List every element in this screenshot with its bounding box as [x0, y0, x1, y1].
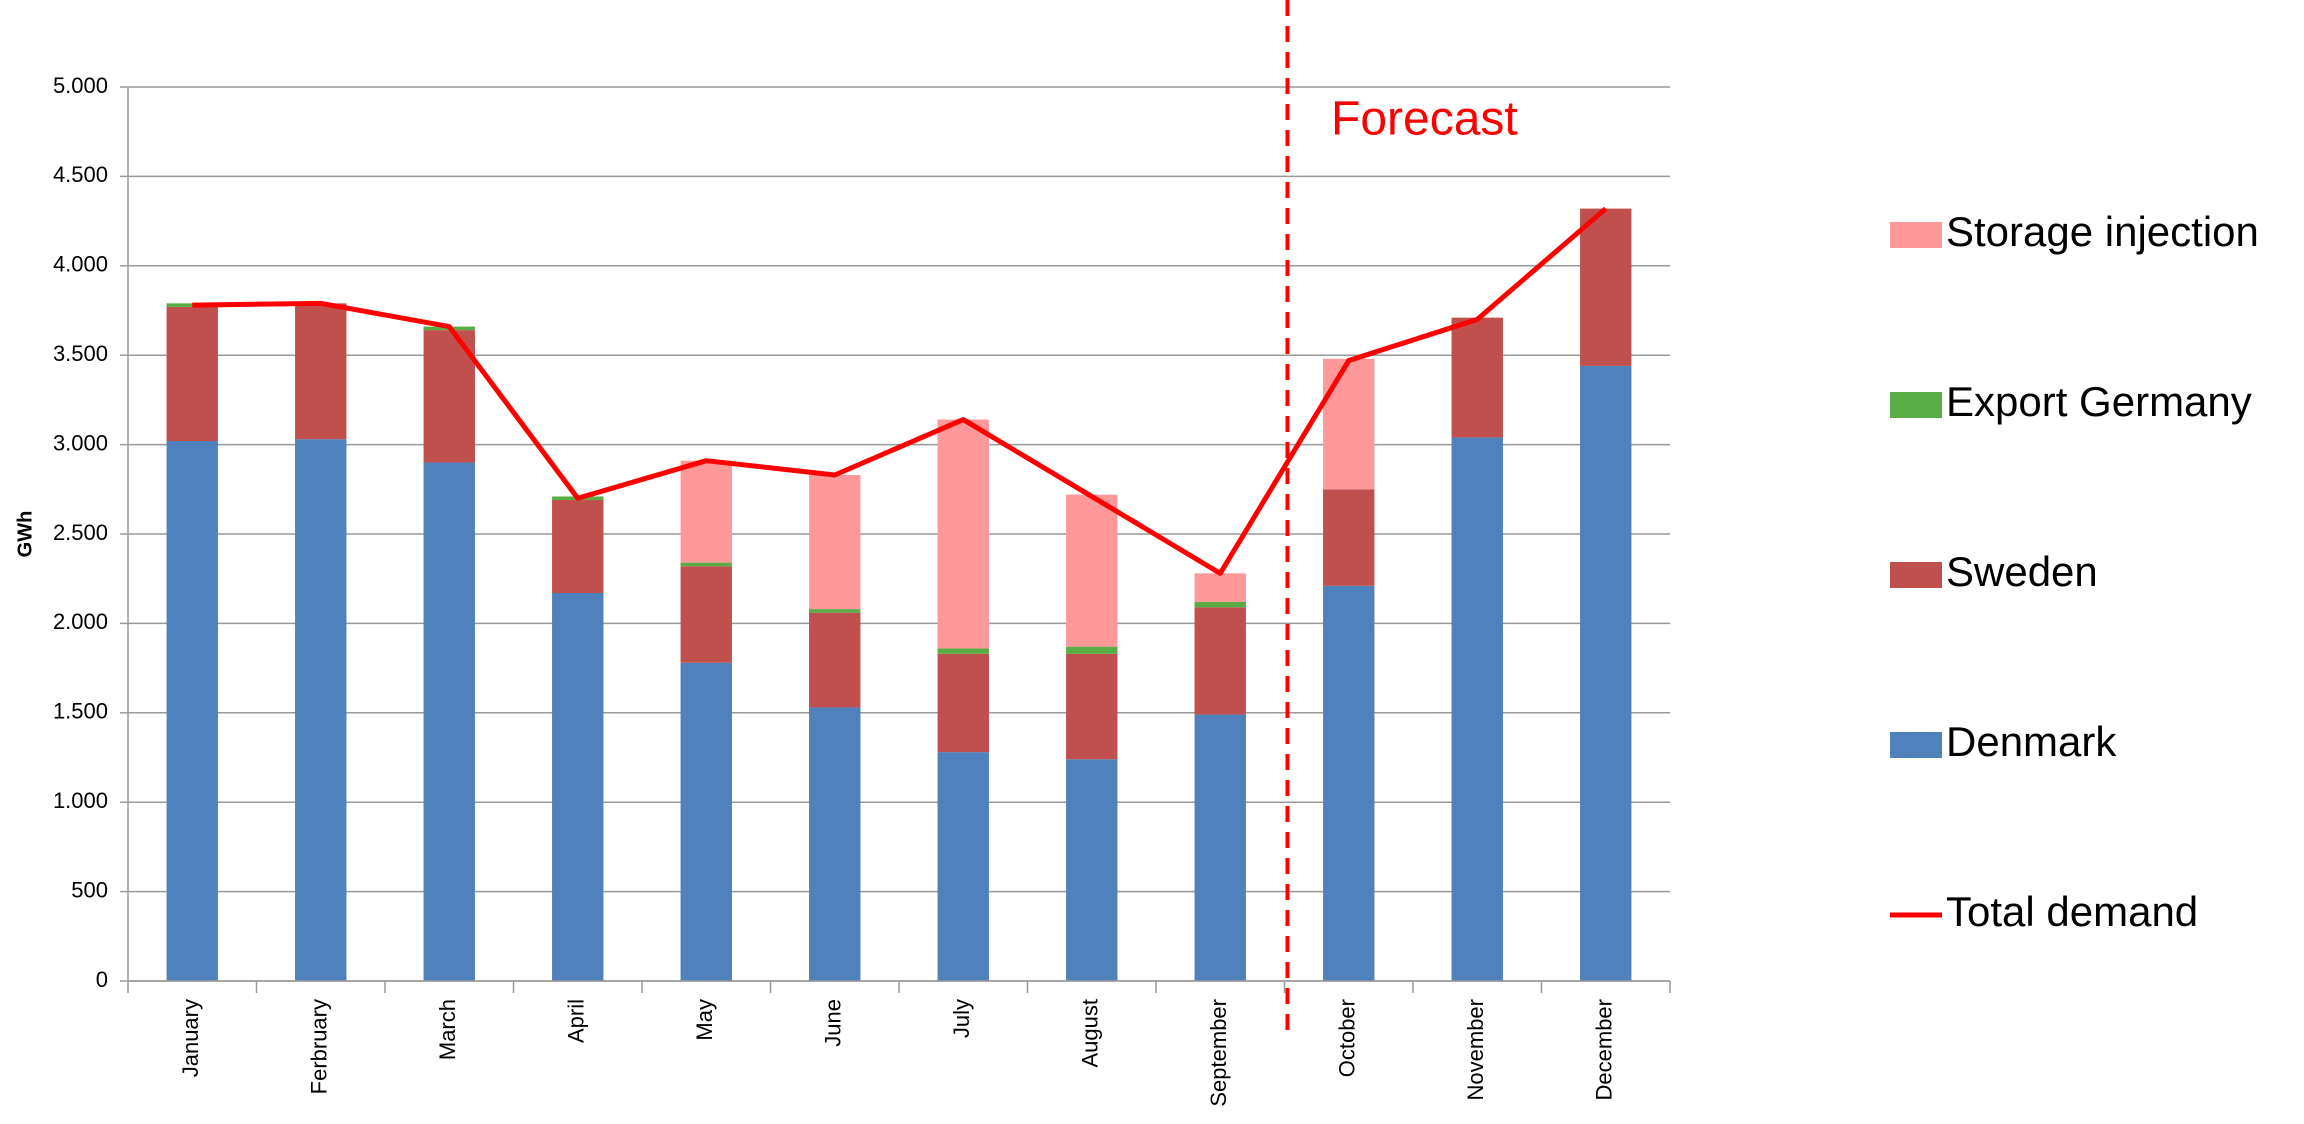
x-tick-label: Ferbruary — [307, 999, 332, 1094]
y-tick-label: 1.500 — [53, 699, 108, 724]
x-tick-label: November — [1463, 999, 1488, 1100]
bar-segment — [1451, 317, 1503, 438]
bar-segment — [1580, 208, 1632, 366]
x-tick-label: June — [821, 999, 846, 1047]
bar-segment — [552, 500, 604, 594]
bar-segment — [1066, 646, 1118, 654]
y-axis-label: GWh — [14, 511, 36, 558]
y-tick-label: 2.000 — [53, 609, 108, 634]
x-tick-label: September — [1206, 999, 1231, 1107]
annotation: Forecast — [1331, 93, 1518, 146]
x-tick-label: August — [1078, 999, 1103, 1068]
x-tick-label: July — [949, 999, 974, 1038]
legend-swatch — [1890, 732, 1942, 758]
y-tick-label: 5.000 — [53, 73, 108, 98]
bar-segment — [809, 612, 861, 708]
bar-segment — [1580, 365, 1632, 982]
y-tick-label: 1.000 — [53, 788, 108, 813]
bar-segment — [1323, 585, 1375, 981]
y-tick-label: 4.000 — [53, 252, 108, 277]
bar-segment — [1194, 714, 1246, 981]
bar-segment — [295, 439, 347, 982]
x-tick-label: March — [435, 999, 460, 1060]
bar-segment — [937, 648, 989, 654]
bar-segment — [1194, 607, 1246, 715]
x-tick-label: April — [564, 999, 589, 1043]
bar-segment — [1066, 759, 1118, 981]
bar-segment — [1323, 358, 1375, 490]
bar-segment — [1194, 601, 1246, 608]
line — [192, 206, 1608, 576]
y-tick-label: 4.500 — [53, 162, 108, 187]
bar-segment — [680, 562, 732, 567]
bar-segment — [1066, 653, 1118, 760]
bar-segment — [1066, 494, 1118, 647]
bar-segment — [423, 462, 475, 982]
bar-segment — [680, 662, 732, 981]
bar-segment — [295, 303, 347, 440]
bar-segment — [937, 653, 989, 753]
bar-segment — [552, 593, 604, 981]
y-tick-label: 3.500 — [53, 341, 108, 366]
bar-segment — [937, 419, 989, 649]
bar-segment — [809, 707, 861, 981]
x-tick-label: October — [1335, 999, 1360, 1077]
bar-segment — [680, 566, 732, 663]
y-tick-label: 2.500 — [53, 520, 108, 545]
y-tick-label: 3.000 — [53, 430, 108, 455]
bar-segment — [1194, 573, 1246, 602]
bar-segment — [809, 474, 861, 610]
y-tick-label: 500 — [71, 877, 108, 902]
bar-segment — [937, 752, 989, 981]
bar-segment — [809, 609, 861, 613]
bar-segment — [1451, 437, 1503, 981]
x-tick-label: January — [178, 999, 203, 1077]
bar-segment — [1323, 489, 1375, 586]
legend-swatch — [1890, 222, 1942, 248]
legend-label: Total demand — [1946, 888, 2198, 935]
legend-label: Sweden — [1946, 548, 2098, 595]
bar-segment — [166, 441, 218, 981]
legend-swatch — [1890, 562, 1942, 588]
y-tick-label: 0 — [96, 967, 108, 992]
legend-label: Storage injection — [1946, 208, 2259, 255]
x-tick-label: December — [1592, 999, 1617, 1100]
legend-swatch — [1890, 392, 1942, 418]
bar-segment — [680, 460, 732, 563]
legend-label: Denmark — [1946, 718, 2117, 765]
bar-segment — [166, 306, 218, 442]
legend-label: Export Germany — [1946, 378, 2252, 425]
x-tick-label: May — [692, 999, 717, 1041]
